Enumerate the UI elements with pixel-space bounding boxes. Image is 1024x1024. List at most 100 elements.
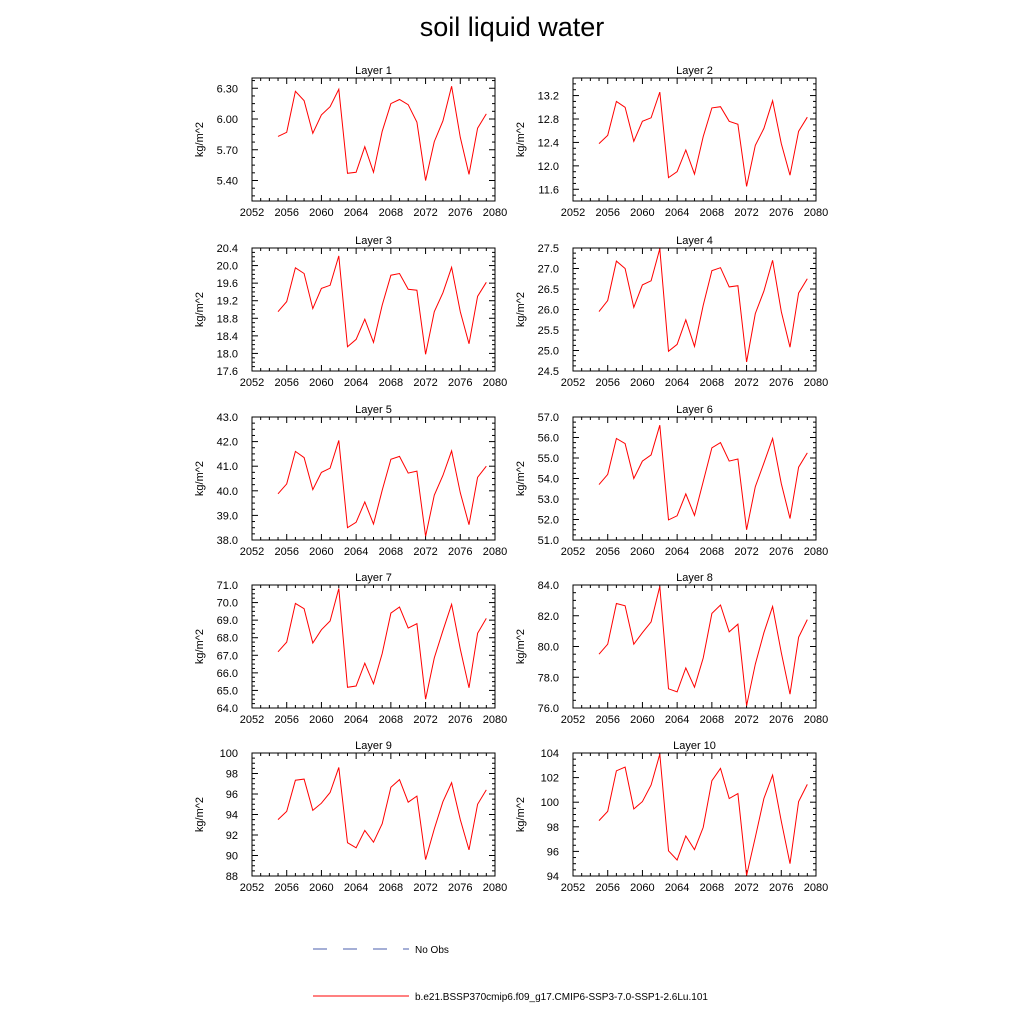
- panel-title: Layer 2: [676, 65, 713, 77]
- y-axis-label: kg/m^2: [515, 629, 527, 664]
- x-tick-label: 2052: [240, 714, 264, 726]
- x-tick-label: 2064: [665, 882, 689, 894]
- y-tick-label: 41.0: [217, 461, 238, 473]
- y-axis-label: kg/m^2: [194, 461, 206, 496]
- y-axis-label: kg/m^2: [515, 461, 527, 496]
- y-tick-label: 69.0: [217, 615, 238, 627]
- panel-title: Layer 3: [355, 235, 392, 247]
- y-axis-label: kg/m^2: [194, 797, 206, 832]
- x-tick-label: 2052: [561, 882, 585, 894]
- y-tick-label: 12.4: [538, 137, 559, 149]
- y-tick-label: 11.6: [538, 184, 559, 196]
- x-tick-label: 2068: [379, 882, 403, 894]
- x-tick-label: 2056: [274, 546, 298, 558]
- y-axis-label: kg/m^2: [515, 292, 527, 327]
- panel-title: Layer 5: [355, 404, 392, 416]
- x-tick-label: 2080: [483, 546, 507, 558]
- y-tick-label: 6.00: [217, 114, 238, 126]
- x-tick-label: 2068: [379, 546, 403, 558]
- x-tick-label: 2052: [561, 207, 585, 219]
- y-axis-label: kg/m^2: [194, 292, 206, 327]
- series-line: [598, 91, 808, 187]
- y-tick-label: 19.6: [217, 278, 238, 290]
- panel-4: Layer 4 2052 2056 2060 2064 2068 2072 2076 2080 2…: [515, 235, 828, 389]
- series-line: [277, 588, 487, 700]
- y-tick-label: 82.0: [538, 611, 559, 623]
- x-tick-label: 2060: [309, 882, 333, 894]
- x-tick-label: 2060: [630, 207, 654, 219]
- plot-frame: [251, 77, 496, 202]
- plot-frame: [251, 752, 496, 877]
- plot-frame: [251, 247, 496, 372]
- x-tick-label: 2080: [804, 882, 828, 894]
- series-line: [598, 425, 808, 530]
- y-tick-label: 5.40: [217, 176, 238, 188]
- x-tick-label: 2072: [413, 207, 437, 219]
- x-tick-label: 2052: [240, 546, 264, 558]
- x-tick-label: 2064: [344, 546, 368, 558]
- x-tick-label: 2080: [483, 207, 507, 219]
- y-tick-label: 88: [226, 871, 238, 883]
- y-tick-label: 12.8: [538, 114, 559, 126]
- legend: No Obs b.e21.BSSP370cmip6.f09_g17.CMIP6-S…: [313, 945, 708, 1003]
- series-line: [277, 86, 487, 181]
- y-tick-label: 19.2: [217, 296, 238, 308]
- y-tick-label: 98: [547, 822, 559, 834]
- x-tick-label: 2072: [734, 714, 758, 726]
- y-tick-label: 18.4: [217, 331, 238, 343]
- x-tick-label: 2076: [769, 377, 793, 389]
- x-tick-label: 2072: [413, 882, 437, 894]
- panel-6: Layer 6 2052 2056 2060 2064 2068 2072 2076 2080 5…: [515, 404, 828, 558]
- y-tick-label: 27.0: [538, 264, 559, 276]
- x-tick-label: 2056: [595, 714, 619, 726]
- panel-10: Layer 10 2052 2056 2060 2064 2068 2072 2076 2080…: [515, 740, 828, 894]
- panel-title: Layer 7: [355, 572, 392, 584]
- x-tick-label: 2064: [344, 377, 368, 389]
- y-axis-label: kg/m^2: [515, 122, 527, 157]
- x-tick-label: 2076: [448, 207, 472, 219]
- x-tick-label: 2068: [379, 207, 403, 219]
- x-tick-label: 2080: [483, 714, 507, 726]
- y-tick-label: 25.0: [538, 346, 559, 358]
- y-tick-label: 17.6: [217, 366, 238, 378]
- y-tick-label: 64.0: [217, 703, 238, 715]
- x-tick-label: 2076: [448, 377, 472, 389]
- panel-5: Layer 5 2052 2056 2060 2064 2068 2072 2076 2080 3…: [194, 404, 507, 558]
- series-line: [598, 248, 808, 363]
- y-tick-label: 43.0: [217, 412, 238, 424]
- x-tick-label: 2052: [240, 882, 264, 894]
- x-tick-label: 2072: [413, 377, 437, 389]
- y-tick-label: 42.0: [217, 437, 238, 449]
- y-tick-label: 5.70: [217, 145, 238, 157]
- legend-obs-label: No Obs: [415, 945, 449, 956]
- series-line: [277, 255, 487, 355]
- series-line: [598, 754, 808, 876]
- x-tick-label: 2076: [448, 546, 472, 558]
- x-tick-label: 2052: [240, 207, 264, 219]
- panel-7: Layer 7 2052 2056 2060 2064 2068 2072 2076 2080 6…: [194, 572, 507, 726]
- panel-title: Layer 4: [676, 235, 713, 247]
- x-tick-label: 2056: [274, 377, 298, 389]
- y-tick-label: 90: [226, 851, 238, 863]
- y-tick-label: 68.0: [217, 633, 238, 645]
- x-tick-label: 2076: [769, 882, 793, 894]
- panel-1: Layer 1 2052 2056 2060 2064 2068 2072 2076 2080 5…: [194, 65, 507, 219]
- x-tick-label: 2064: [665, 546, 689, 558]
- panel-title: Layer 8: [676, 572, 713, 584]
- y-tick-label: 102: [541, 773, 559, 785]
- y-tick-label: 26.0: [538, 305, 559, 317]
- x-tick-label: 2072: [734, 207, 758, 219]
- x-tick-label: 2060: [630, 714, 654, 726]
- legend-model-label: b.e21.BSSP370cmip6.f09_g17.CMIP6-SSP3-7.…: [415, 992, 708, 1003]
- x-tick-label: 2068: [700, 377, 724, 389]
- x-tick-label: 2064: [344, 207, 368, 219]
- y-tick-label: 13.2: [538, 91, 559, 103]
- y-tick-label: 94: [226, 810, 238, 822]
- y-tick-label: 70.0: [217, 598, 238, 610]
- y-tick-label: 94: [547, 871, 559, 883]
- series-line: [277, 767, 487, 860]
- y-tick-label: 71.0: [217, 580, 238, 592]
- x-tick-label: 2068: [700, 546, 724, 558]
- y-axis-label: kg/m^2: [194, 122, 206, 157]
